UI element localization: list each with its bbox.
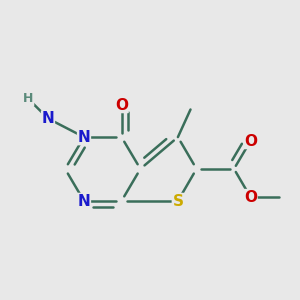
Text: N: N <box>42 111 54 126</box>
Text: N: N <box>78 194 90 208</box>
Text: N: N <box>78 130 90 145</box>
Text: H: H <box>23 92 34 106</box>
Text: O: O <box>115 98 128 112</box>
Text: O: O <box>244 190 257 205</box>
Text: O: O <box>244 134 257 148</box>
Text: S: S <box>172 194 183 208</box>
